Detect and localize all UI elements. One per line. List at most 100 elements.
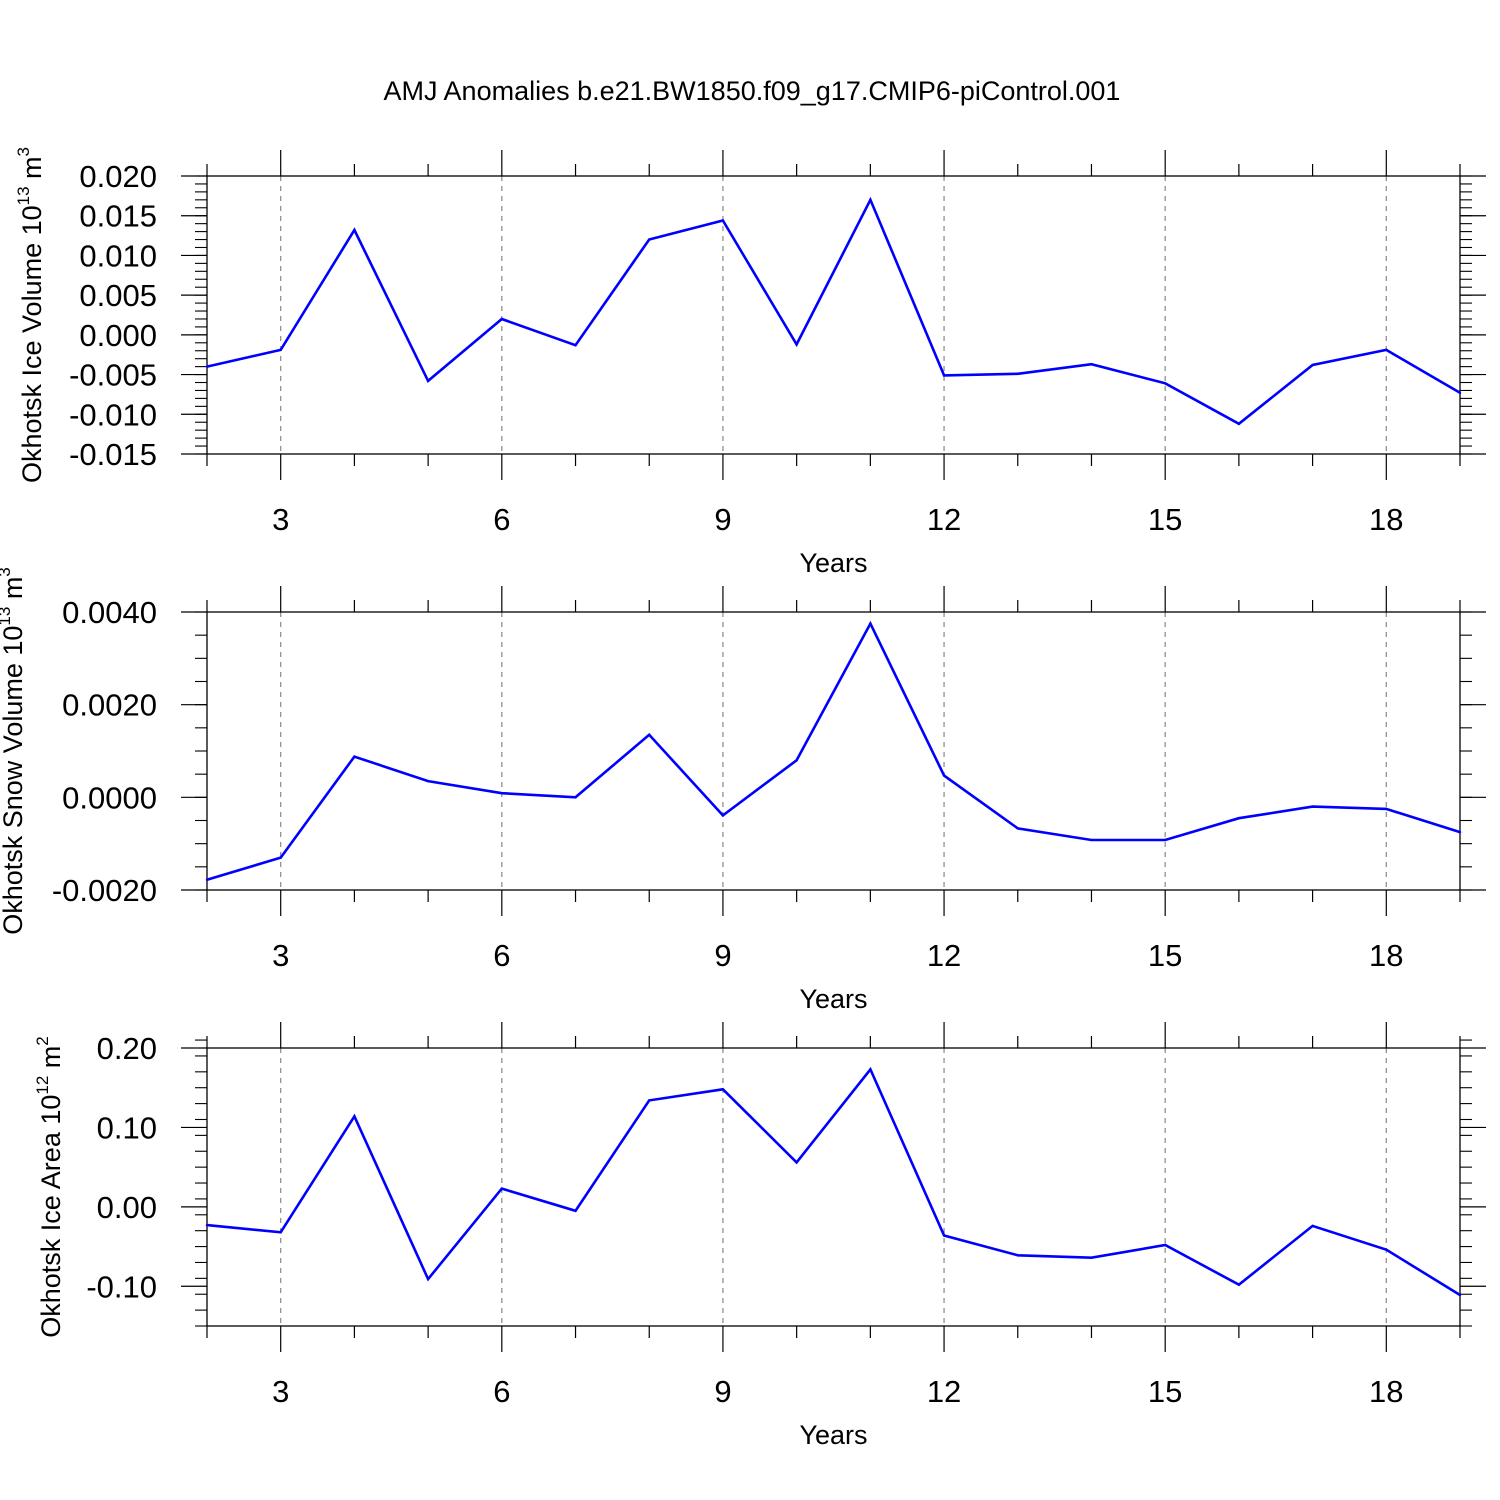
- x-axis-label: Years: [799, 548, 867, 578]
- data-point: [1458, 391, 1462, 395]
- data-point: [1385, 807, 1388, 811]
- y-tick-label: 0.010: [79, 238, 157, 273]
- y-tick-label: 0.015: [79, 199, 157, 234]
- x-tick-label: 3: [272, 502, 289, 537]
- y-axis-label-unit: m: [0, 577, 28, 607]
- data-point: [1016, 372, 1019, 375]
- y-tick-label: 0.0000: [62, 780, 157, 815]
- data-point: [1385, 348, 1388, 352]
- x-tick-label: 3: [272, 938, 289, 973]
- x-tick-label: 15: [1148, 502, 1182, 537]
- y-axis-label-main: Okhotsk Ice Area 10: [36, 1095, 66, 1338]
- data-point: [1311, 1224, 1314, 1228]
- x-tick-label: 15: [1148, 1374, 1182, 1409]
- data-point: [721, 814, 725, 817]
- data-point: [500, 1187, 504, 1190]
- data-point: [353, 755, 356, 758]
- y-axis-label-main: Okhotsk Ice Volume 10: [17, 205, 47, 483]
- data-point: [574, 1209, 577, 1213]
- data-point: [1090, 838, 1093, 842]
- data-point: [795, 759, 798, 762]
- y-tick-label: -0.005: [69, 358, 157, 393]
- panel-ice-area: -0.10 0.00 0.10 0.20 3 6 9 12 15 18 Years Okhotsk I…: [33, 1022, 1486, 1450]
- data-point: [205, 1223, 209, 1227]
- y-axis-label: Okhotsk Snow Volume 1013 m3: [0, 567, 28, 935]
- data-point: [869, 622, 872, 625]
- data-point: [1163, 838, 1167, 842]
- data-point: [942, 374, 946, 377]
- data-point: [1090, 363, 1093, 366]
- data-point: [721, 219, 725, 222]
- data-point: [1237, 422, 1241, 426]
- x-tick-label: 6: [493, 1374, 510, 1409]
- panel-ice-volume: -0.015 -0.010 -0.005 0.000 0.005 0.010 0.015 0.…: [14, 147, 1486, 578]
- y-axis-label-main: Okhotsk Snow Volume 10: [0, 626, 28, 935]
- x-tick-label: 9: [714, 1374, 731, 1409]
- data-point: [500, 317, 504, 321]
- x-tick-label: 18: [1369, 938, 1403, 973]
- y-tick-label: 0.0020: [62, 688, 157, 723]
- data-point: [353, 1115, 356, 1118]
- y-axis-label-exponent: 13: [0, 607, 14, 626]
- y-tick-label: 0.20: [97, 1031, 157, 1066]
- y-axis-label-unit-exponent: 3: [0, 567, 14, 576]
- y-tick-label: 0.020: [79, 159, 157, 194]
- data-point: [942, 1234, 946, 1237]
- plot-frame: [206, 611, 1461, 891]
- chart-title: AMJ Anomalies b.e21.BW1850.f09_g17.CMIP6…: [384, 76, 1121, 106]
- data-point: [574, 343, 577, 347]
- y-axis-label-exponent: 13: [14, 186, 33, 205]
- y-tick-label: -0.10: [86, 1269, 157, 1304]
- data-point: [279, 1231, 282, 1234]
- x-tick-label: 12: [927, 1374, 961, 1409]
- data-point: [869, 198, 872, 202]
- y-tick-label: 0.10: [97, 1110, 157, 1145]
- y-axis-label-unit-exponent: 3: [14, 147, 33, 156]
- panel-snow-volume: -0.0020 0.0000 0.0020 0.0040 3 6 9 12 15 18 Years O…: [0, 567, 1486, 1014]
- y-axis-label: Okhotsk Ice Area 1012 m2: [33, 1036, 66, 1338]
- y-axis-label: Okhotsk Ice Volume 1013 m3: [14, 147, 47, 483]
- x-tick-label: 3: [272, 1374, 289, 1409]
- data-point: [1458, 830, 1462, 834]
- x-tick-label: 9: [714, 938, 731, 973]
- data-point: [1237, 816, 1241, 820]
- data-point: [1458, 1293, 1462, 1297]
- data-point: [574, 796, 577, 799]
- plot-frame: [206, 1047, 1461, 1327]
- series-line-ice-area: [206, 1066, 1461, 1297]
- y-axis-label-unit: m: [17, 156, 47, 186]
- data-point: [426, 1277, 430, 1281]
- series-line-snow-volume: [206, 620, 1461, 882]
- data-point: [648, 238, 651, 241]
- data-point: [1090, 1256, 1093, 1259]
- x-tick-label: 6: [493, 938, 510, 973]
- data-point: [205, 365, 209, 368]
- x-axis-label: Years: [799, 984, 867, 1014]
- data-point: [1163, 1243, 1167, 1247]
- x-tick-label: 6: [493, 502, 510, 537]
- x-tick-label: 18: [1369, 1374, 1403, 1409]
- y-axis-label-unit-exponent: 2: [33, 1036, 52, 1045]
- y-tick-label: 0.00: [97, 1190, 157, 1225]
- y-tick-label: 0.000: [79, 318, 157, 353]
- data-point: [1311, 363, 1314, 367]
- y-axis-label-exponent: 12: [33, 1076, 52, 1095]
- x-tick-label: 9: [714, 502, 731, 537]
- data-point: [1237, 1283, 1241, 1286]
- data-point: [942, 774, 946, 777]
- x-tick-label: 15: [1148, 938, 1182, 973]
- data-point: [1311, 805, 1314, 808]
- series-line-ice-volume: [206, 196, 1461, 426]
- y-axis-label-unit: m: [36, 1046, 66, 1076]
- x-tick-label: 12: [927, 938, 961, 973]
- data-point: [205, 878, 209, 882]
- y-tick-label: -0.010: [69, 397, 157, 432]
- data-point: [721, 1088, 725, 1091]
- x-tick-label: 12: [927, 502, 961, 537]
- data-point: [869, 1068, 872, 1071]
- data-point: [1016, 1254, 1019, 1257]
- data-point: [279, 348, 282, 352]
- data-point: [648, 733, 651, 736]
- data-point: [648, 1099, 651, 1102]
